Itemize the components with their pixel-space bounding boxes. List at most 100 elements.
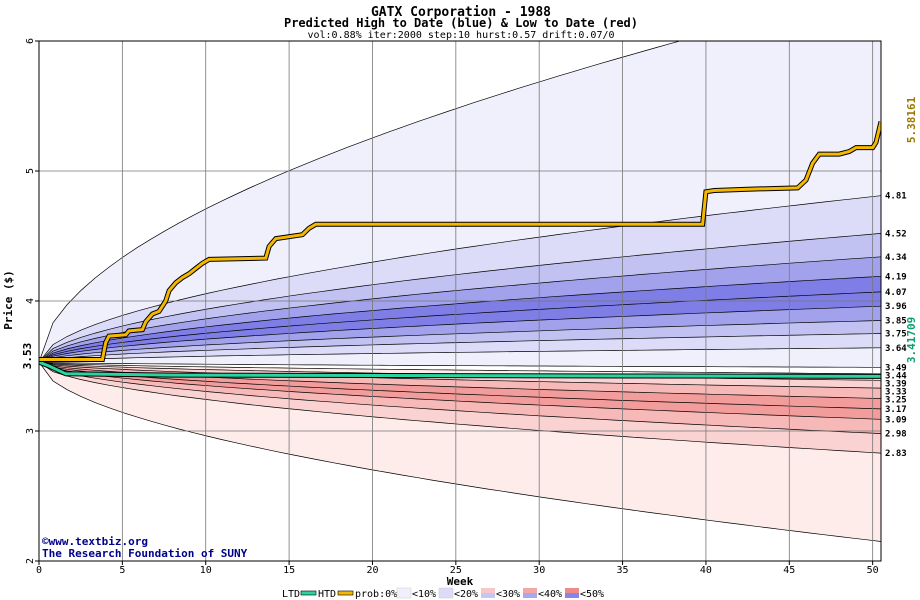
y-tick-label: 4 [25,298,36,304]
probability-band [39,195,881,363]
probability-band [39,362,881,374]
probability-band [39,362,881,542]
percentile-line [39,361,881,410]
legend-ltd-swatch [300,590,317,596]
chart-subtitle: Predicted High to Date (blue) & Low to D… [284,16,638,30]
series-lines [39,121,881,379]
percentile-line [39,361,881,389]
legend-item: <40% [523,588,562,600]
probability-band [39,362,881,434]
probability-band [39,333,881,363]
percentile-label: 3.25 [885,395,907,405]
x-tick-label: 15 [283,565,295,576]
percentile-label: 3.75 [885,330,907,340]
percentile-labels: 4.81 4.52 4.34 4.19 4.07 3.96 3.85 3.75 3.64 3.49… [885,192,907,459]
legend-item-label: <10% [412,589,436,600]
legend-ltd-text: LTD [282,589,300,600]
percentile-line [39,275,881,363]
legend-htd-text: HTD [318,589,336,600]
legend-swatch-blue [523,593,537,598]
percentile-line [39,361,881,542]
chart-params: vol:0.88% iter:2000 step:10 hurst:0.57 d… [307,30,614,41]
x-tick-label: 20 [366,565,378,576]
probability-band [39,347,881,368]
x-tick-label: 5 [119,565,125,576]
percentile-label: 2.83 [885,449,907,459]
percentile-line [39,361,881,434]
legend: LTD HTD prob:0% <10% <20% <30% <40% <50% [282,587,604,600]
probability-band [39,320,881,363]
probability-band [39,362,881,454]
percentile-label: 3.33 [885,387,907,397]
probability-band [39,362,881,420]
percentile-line [39,361,881,420]
legend-swatch-blue [565,593,579,598]
percentile-label: 4.81 [885,192,907,202]
htd-end-label: 5.38161 [905,96,918,143]
percentile-label: 4.34 [885,253,907,263]
legend-prob-text: prob:0% [355,589,397,600]
x-tick-label: 40 [700,565,712,576]
percentile-label: 3.17 [885,405,907,415]
percentile-line [39,305,881,363]
probability-band [39,256,881,363]
percentile-line [39,333,881,363]
y-tick-label: 5 [25,168,36,174]
percentile-label: 3.44 [885,371,907,381]
ltd-line [39,360,881,378]
percentile-line [39,233,881,363]
percentile-label: 3.85 [885,317,907,327]
legend-swatch [438,587,454,599]
legend-swatch-red [565,588,579,593]
x-tick-label: 35 [617,565,629,576]
x-tick-label: 10 [200,565,212,576]
legend-swatch-blue [481,593,495,598]
percentile-label: 3.09 [885,415,907,425]
probability-band [39,362,881,409]
percentile-line [39,256,881,363]
legend-swatch [396,587,412,599]
percentile-label: 2.98 [885,430,907,440]
legend-item-label: <30% [496,589,520,600]
credit-url: ©www.textbiz.org [42,535,148,548]
x-tick-label: 0 [36,565,42,576]
probability-band [39,362,881,399]
x-axis-label: Week [447,575,474,588]
htd-line [39,121,881,361]
percentile-label: 3.64 [885,344,907,354]
x-tick-label: 25 [450,565,462,576]
y-tick-label: 2 [25,558,36,564]
percentile-label: 3.39 [885,379,907,389]
percentile-line [39,361,881,454]
probability-band [39,41,881,363]
percentile-label: 3.49 [885,363,907,373]
percentile-label: 3.96 [885,302,907,312]
y-tick-label: 6 [25,38,36,44]
percentile-label: 4.07 [885,288,907,298]
legend-item-label: <50% [580,589,604,600]
x-tick-label: 45 [783,565,795,576]
percentile-line [39,361,881,368]
percentile-label: 4.52 [885,229,907,239]
y-axis-label: Price ($) [2,270,15,330]
legend-item: <20% [438,587,478,600]
y-axis-ticks: 2 3 4 5 6 [25,38,39,564]
legend-htd-swatch [337,590,354,596]
percentile-line [39,195,881,363]
x-tick-label: 50 [867,565,879,576]
percentile-line [39,41,682,363]
credit-org: The Research Foundation of SUNY [42,547,248,560]
start-price-label: 3.53 [21,343,34,370]
legend-item-label: <40% [538,589,562,600]
probability-band [39,306,881,363]
y-tick-label: 3 [25,428,36,434]
percentile-line [39,361,881,375]
percentile-line [39,291,881,363]
percentile-line [39,320,881,363]
legend-swatch-red [481,588,495,593]
x-axis-ticks: 0 5 10 15 20 25 30 35 40 45 50 [36,561,879,576]
legend-swatch-red [523,588,537,593]
legend-item: <30% [481,588,520,600]
legend-item-label: <20% [454,589,478,600]
